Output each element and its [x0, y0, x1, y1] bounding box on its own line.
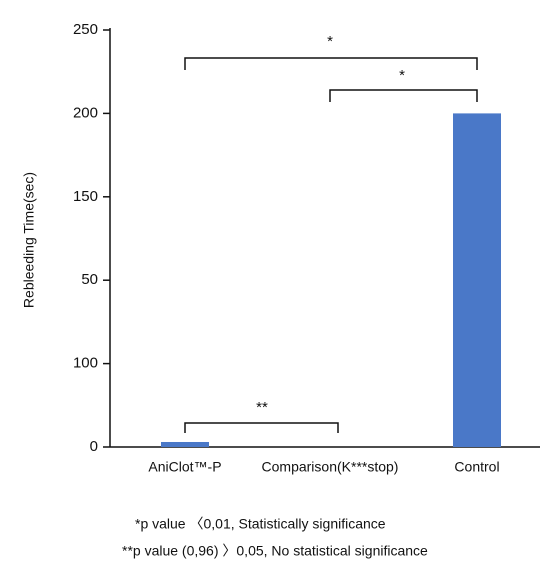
y-tick-label: 250 [73, 21, 98, 38]
bracket [329, 89, 478, 102]
y-tick-label: 100 [73, 355, 98, 372]
y-tick-label: 50 [81, 271, 98, 288]
annotation: * [399, 67, 405, 84]
bracket [184, 422, 339, 433]
footnote: **p value (0,96) 〉0,05, No statistical s… [122, 543, 428, 559]
bar [453, 113, 501, 448]
bar [161, 441, 209, 447]
y-tick-label: 200 [73, 104, 98, 121]
y-tick-label: 0 [90, 438, 98, 455]
y-tick-label: 150 [73, 188, 98, 205]
annotation: * [327, 33, 333, 50]
x-tick-label: Comparison(K***stop) [262, 459, 399, 475]
y-axis-label: Rebleeding Time(sec) [21, 172, 37, 308]
annotation: ** [256, 399, 268, 416]
x-tick-label: AniClot™-P [148, 459, 221, 475]
footnote: *p value 〈0,01, Statistically significan… [135, 516, 386, 532]
x-tick-label: Control [454, 459, 499, 475]
bracket [184, 57, 478, 70]
